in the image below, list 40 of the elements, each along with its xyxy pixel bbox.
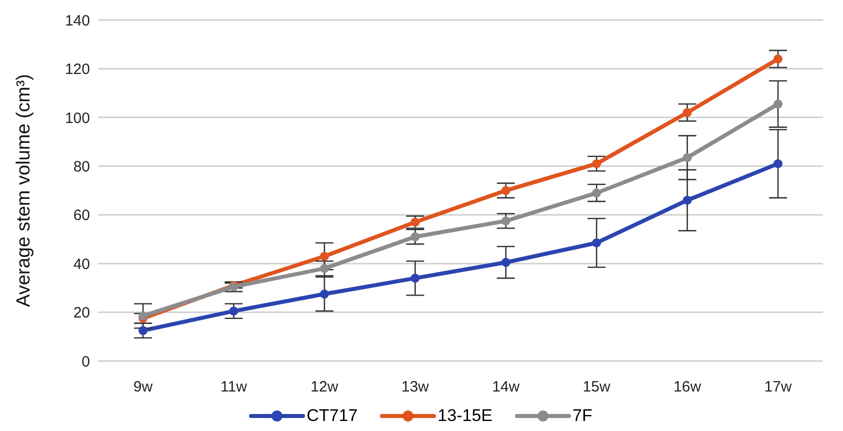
x-tick-label: 14w (492, 378, 520, 396)
y-tick-label: 20 (73, 304, 90, 322)
point (410, 274, 420, 283)
point (592, 159, 602, 168)
x-tick-label: 13w (401, 378, 430, 396)
point (592, 188, 602, 198)
legend-label: CT717 (306, 406, 358, 426)
x-tick-label: 9w (133, 378, 153, 396)
point (592, 238, 602, 248)
point (410, 232, 420, 242)
x-tick-label: 11w (220, 378, 248, 396)
point (501, 186, 510, 195)
x-tick-label: 17w (764, 378, 792, 396)
legend-label: 7F (572, 406, 592, 426)
point (138, 311, 148, 320)
point (320, 264, 329, 273)
point (138, 326, 148, 336)
point (501, 216, 510, 226)
x-tick-label: 16w (674, 378, 702, 396)
point (229, 306, 238, 316)
point (774, 54, 782, 64)
legend-label: 13-15E (438, 406, 492, 426)
point (682, 108, 692, 118)
x-tick-label: 12w (310, 378, 338, 396)
y-tick-label: 120 (64, 61, 90, 78)
y-axis-title: Average stem volume (cm³) (14, 74, 35, 307)
point (501, 258, 510, 267)
point (320, 290, 329, 299)
y-tick-label: 100 (64, 110, 90, 127)
point (682, 153, 692, 162)
x-tick-label: 15w (582, 378, 610, 396)
point (774, 159, 782, 168)
y-tick-label: 60 (73, 207, 90, 224)
point (774, 100, 782, 109)
y-tick-label: 140 (64, 12, 90, 30)
y-tick-label: 80 (73, 158, 90, 176)
y-tick-label: 40 (73, 256, 90, 273)
point (682, 196, 692, 205)
y-tick-label: 0 (82, 353, 90, 370)
point (320, 252, 329, 261)
